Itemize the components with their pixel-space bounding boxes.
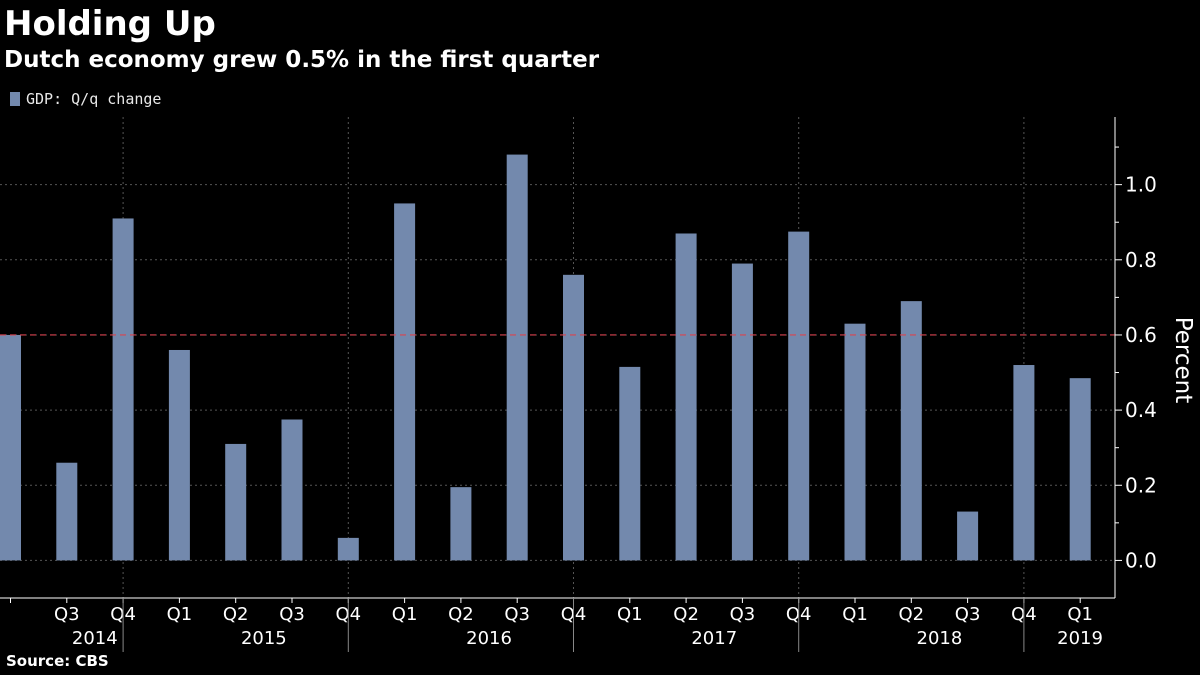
chart-title: Holding Up bbox=[4, 4, 216, 44]
bar bbox=[619, 366, 641, 561]
bar bbox=[1069, 378, 1091, 561]
bar bbox=[281, 419, 303, 561]
bar bbox=[56, 462, 78, 561]
bar bbox=[957, 511, 979, 561]
bar bbox=[731, 263, 753, 561]
legend: GDP: Q/q change bbox=[10, 90, 161, 108]
bar bbox=[450, 487, 472, 561]
x-tick-label: Q2 bbox=[223, 604, 249, 625]
y-axis-label: Percent bbox=[1170, 317, 1196, 404]
x-tick-label: Q3 bbox=[504, 604, 530, 625]
source-note: Source: CBS bbox=[6, 652, 109, 670]
bars bbox=[0, 154, 1091, 561]
x-year-label: 2017 bbox=[691, 628, 737, 649]
x-year-label: 2019 bbox=[1057, 628, 1103, 649]
x-year-label: 2016 bbox=[466, 628, 512, 649]
x-axis: Q3 Q4 Q1 Q2 Q3 Q4 Q1 Q2 Q3 Q4 Q1 Q2 Q3 Q4 Q1 Q2 Q3 Q4 Q120… bbox=[0, 597, 1115, 652]
x-tick-label: Q3 bbox=[955, 604, 981, 625]
bar bbox=[900, 301, 922, 561]
x-tick-label: Q1 bbox=[392, 604, 418, 625]
x-year-label: 2018 bbox=[917, 628, 963, 649]
legend-label: GDP: Q/q change bbox=[26, 90, 162, 108]
bar bbox=[563, 274, 584, 561]
bar bbox=[112, 218, 134, 561]
y-tick-label: 0.4 bbox=[1125, 398, 1157, 422]
x-tick-label: Q3 bbox=[730, 604, 756, 625]
bar bbox=[506, 154, 528, 561]
bar bbox=[675, 233, 697, 561]
y-axis: 0.0 0.2 0.4 0.6 0.8 1.0 Percent bbox=[1114, 117, 1196, 598]
y-tick-label: 0.0 bbox=[1125, 548, 1157, 572]
x-tick-label: Q3 bbox=[54, 604, 80, 625]
bar bbox=[844, 323, 866, 561]
bar bbox=[168, 349, 190, 561]
grid-lines bbox=[0, 117, 1115, 598]
x-year-label: 2015 bbox=[241, 628, 287, 649]
x-tick-label: Q1 bbox=[617, 604, 643, 625]
y-tick-label: 0.2 bbox=[1125, 473, 1157, 497]
x-year-label: 2014 bbox=[72, 628, 118, 649]
bar bbox=[1013, 365, 1035, 561]
y-tick-label: 0.6 bbox=[1125, 323, 1157, 347]
x-tick-label: Q2 bbox=[898, 604, 924, 625]
bar bbox=[225, 443, 247, 561]
bar bbox=[0, 334, 21, 561]
bar bbox=[788, 231, 810, 561]
y-tick-label: 1.0 bbox=[1125, 173, 1157, 197]
bar bbox=[394, 203, 416, 561]
chart-subtitle: Dutch economy grew 0.5% in the first qua… bbox=[4, 47, 600, 73]
x-tick-label: Q3 bbox=[279, 604, 305, 625]
legend-swatch bbox=[10, 92, 20, 106]
x-tick-label: Q2 bbox=[448, 604, 474, 625]
y-tick-label: 0.8 bbox=[1125, 248, 1157, 272]
x-tick-label: Q1 bbox=[167, 604, 193, 625]
x-tick-label: Q2 bbox=[673, 604, 699, 625]
x-tick-label: Q1 bbox=[842, 604, 868, 625]
bar bbox=[337, 537, 359, 561]
x-tick-label: Q1 bbox=[1067, 604, 1093, 625]
